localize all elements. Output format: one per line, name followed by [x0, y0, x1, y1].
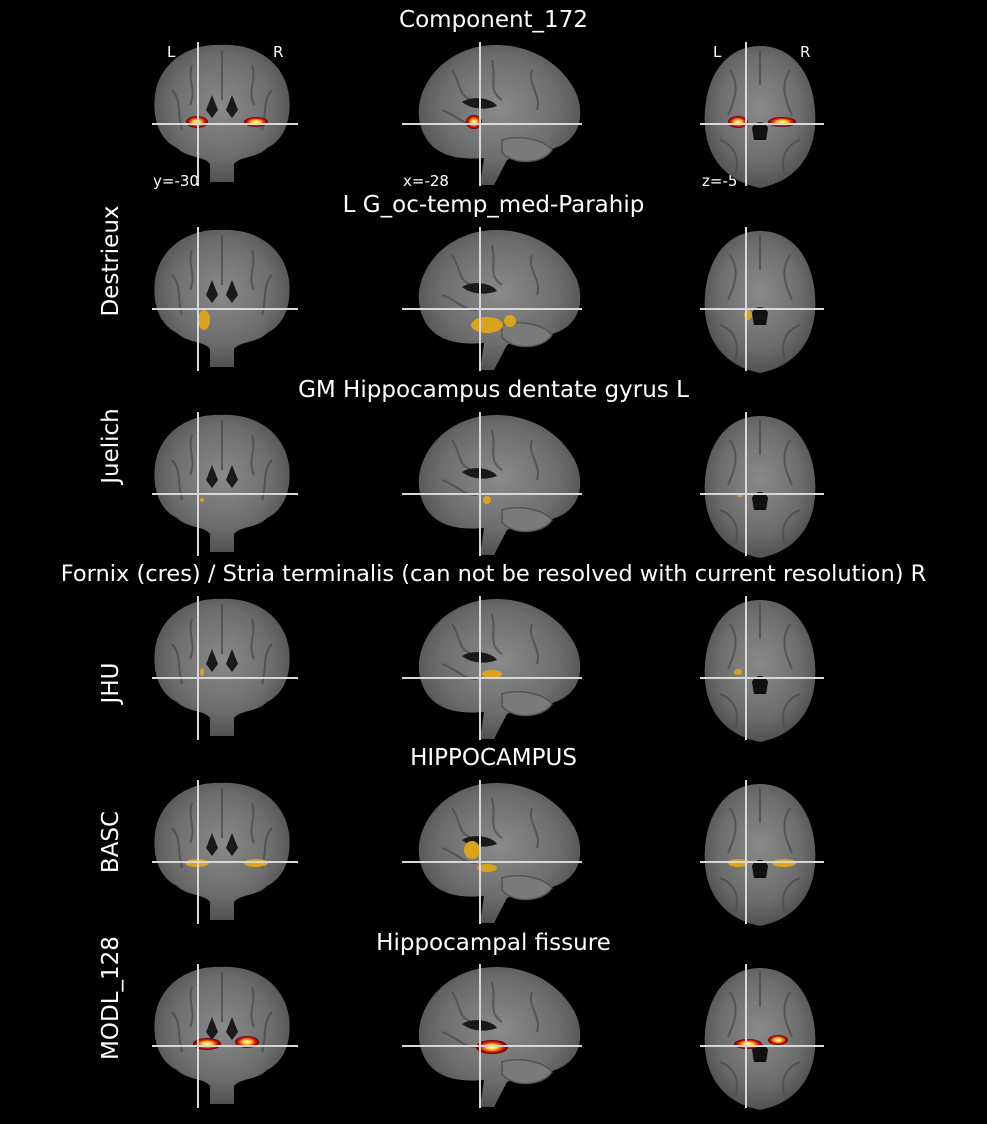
destrieux-axial-view	[700, 227, 824, 373]
modl-axial-overlay	[768, 1035, 788, 1045]
juelich-region-title: GM Hippocampus dentate gyrus L	[298, 377, 689, 403]
juelich-sagittal-view	[402, 412, 582, 556]
jhu-axial-view	[700, 596, 824, 742]
jhu-sagittal-view	[402, 596, 582, 740]
component-coronal-brain-slice	[154, 44, 290, 183]
orientation-right-coronal: R	[271, 43, 286, 61]
basc-sagittal-brain-slice	[418, 782, 581, 923]
component-axial-overlay	[768, 117, 796, 127]
component-axial-brain-slice	[704, 46, 816, 188]
basc-axial-brain-slice	[704, 784, 816, 926]
orientation-left-coronal: L	[165, 43, 178, 61]
modl-axial-brain-slice	[704, 968, 816, 1110]
juelich-sagittal-overlay	[483, 496, 491, 504]
modl-axial-overlay	[734, 1039, 762, 1049]
basc-axial-view	[700, 780, 824, 926]
destrieux-coronal-view	[152, 227, 298, 371]
destrieux-coronal-brain-slice	[154, 229, 290, 367]
component-sagittal-brain-slice	[418, 44, 581, 186]
destrieux-region-title: L G_oc-temp_med-Parahip	[342, 192, 645, 218]
modl-sagittal-brain-slice	[418, 966, 581, 1107]
jhu-sagittal-overlay	[482, 670, 502, 678]
coordinate-sagittal: x=-28	[403, 172, 449, 190]
juelich-coronal-brain-slice	[154, 414, 290, 552]
destrieux-sagittal-view	[402, 227, 582, 371]
component-coronal-view	[152, 42, 298, 186]
basc-sagittal-overlay	[464, 841, 480, 859]
destrieux-axial-brain-slice	[704, 231, 816, 373]
juelich-coronal-view	[152, 412, 298, 556]
juelich-axial-brain-slice	[704, 416, 816, 558]
component-sagittal-overlay	[466, 115, 482, 129]
component-sagittal-view	[402, 42, 582, 186]
coordinate-axial: z=-5	[702, 172, 738, 190]
basc-sagittal-overlay	[477, 864, 497, 872]
orientation-left-axial: L	[711, 43, 724, 61]
modl-coronal-view	[152, 964, 298, 1108]
modl-sagittal-view	[402, 964, 582, 1108]
basc-region-title: HIPPOCAMPUS	[410, 745, 577, 771]
jhu-sagittal-brain-slice	[418, 598, 581, 739]
orientation-right-axial: R	[798, 43, 813, 61]
destrieux-sagittal-overlay	[471, 317, 503, 333]
jhu-coronal-view	[152, 596, 298, 740]
jhu-coronal-brain-slice	[154, 598, 290, 736]
modl-axial-view	[700, 964, 824, 1110]
destrieux-coronal-overlay	[198, 310, 210, 330]
basc-sagittal-view	[402, 780, 582, 924]
modl-coronal-brain-slice	[154, 966, 290, 1104]
jhu-axial-overlay	[734, 669, 742, 675]
juelich-sagittal-brain-slice	[418, 414, 581, 555]
component-title: Component_172	[399, 7, 588, 33]
basc-coronal-brain-slice	[154, 782, 290, 920]
juelich-coronal-overlay	[200, 498, 204, 502]
jhu-coronal-overlay	[200, 668, 204, 676]
destrieux-sagittal-overlay	[504, 315, 516, 327]
jhu-region-title: Fornix (cres) / Stria terminalis (can no…	[60, 561, 927, 587]
basc-coronal-view	[152, 780, 298, 924]
coordinate-coronal: y=-30	[153, 172, 199, 190]
component-axial-view	[700, 42, 824, 188]
component-coronal-overlay	[244, 117, 268, 127]
juelich-axial-view	[700, 412, 824, 558]
destrieux-sagittal-brain-slice	[418, 229, 581, 370]
modl-region-title: Hippocampal fissure	[376, 930, 611, 956]
jhu-axial-brain-slice	[704, 600, 816, 742]
